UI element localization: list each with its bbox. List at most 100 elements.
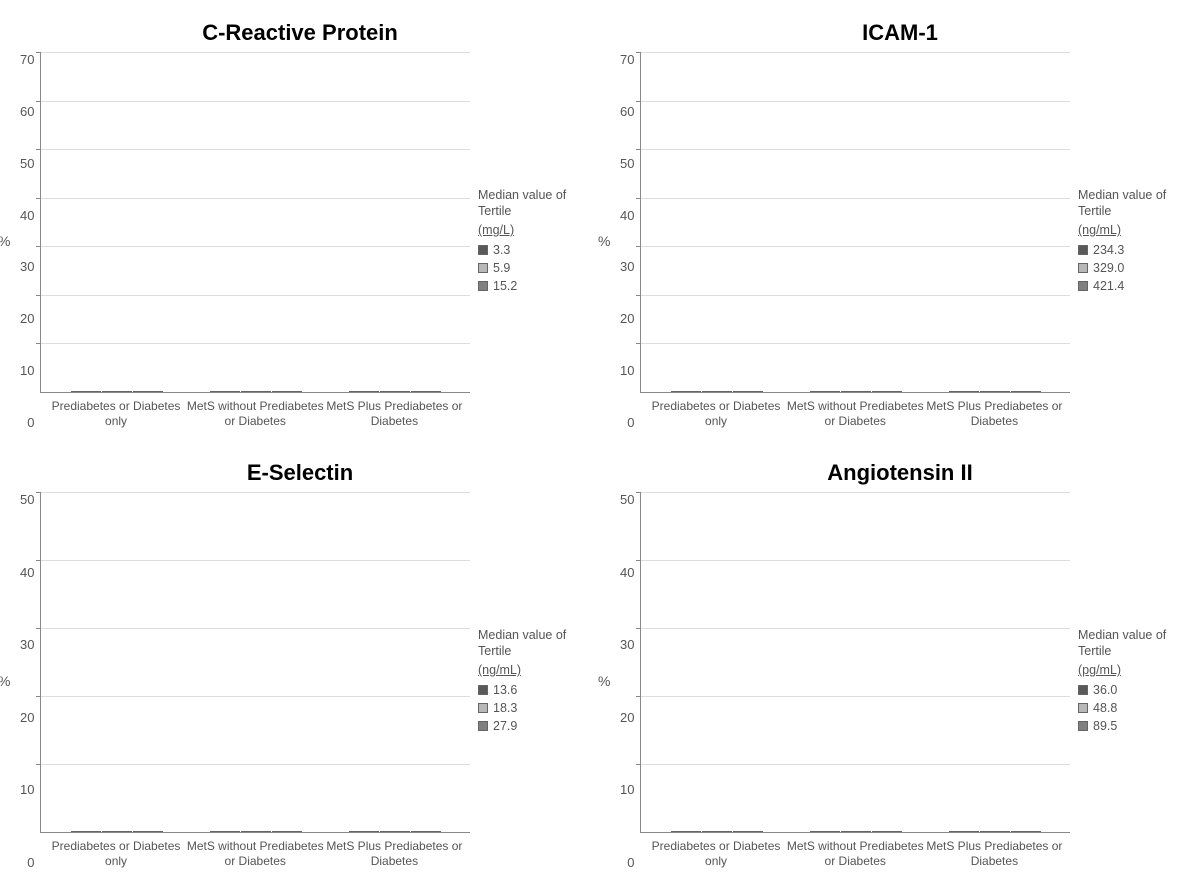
bar bbox=[949, 831, 979, 832]
bar-group bbox=[210, 831, 302, 832]
bar-groups bbox=[641, 492, 1070, 832]
chart-title: Angiotensin II bbox=[620, 460, 1180, 486]
legend: Median value of Tertile(ng/mL)234.3329.0… bbox=[1070, 52, 1180, 430]
y-tick-label: 10 bbox=[20, 782, 34, 797]
y-tick-label: 60 bbox=[620, 104, 634, 119]
legend-unit: (mg/L) bbox=[478, 223, 580, 237]
plot-wrap: Prediabetes or Diabetes onlyMetS without… bbox=[40, 492, 470, 870]
legend-swatch bbox=[478, 281, 488, 291]
legend-swatch bbox=[1078, 703, 1088, 713]
bar-group bbox=[71, 391, 163, 392]
y-axis-label: % bbox=[598, 233, 610, 249]
legend-label: 15.2 bbox=[493, 279, 517, 293]
y-axis-label: % bbox=[598, 673, 610, 689]
y-tick-label: 50 bbox=[20, 156, 34, 171]
bar bbox=[980, 831, 1010, 832]
y-tick-label: 20 bbox=[620, 710, 634, 725]
legend-label: 36.0 bbox=[1093, 683, 1117, 697]
bar-group bbox=[810, 831, 902, 832]
legend-label: 3.3 bbox=[493, 243, 510, 257]
bar bbox=[810, 831, 840, 832]
bar-group bbox=[949, 391, 1041, 392]
chart-title: ICAM-1 bbox=[620, 20, 1180, 46]
bar bbox=[872, 391, 902, 392]
y-tick-label: 60 bbox=[20, 104, 34, 119]
bar bbox=[133, 391, 163, 392]
bar bbox=[810, 391, 840, 392]
bar bbox=[102, 831, 132, 832]
bar bbox=[241, 831, 271, 832]
legend-item: 27.9 bbox=[478, 719, 580, 733]
legend: Median value of Tertile(ng/mL)13.618.327… bbox=[470, 492, 580, 870]
bar bbox=[702, 391, 732, 392]
legend-label: 18.3 bbox=[493, 701, 517, 715]
chart-title: C-Reactive Protein bbox=[20, 20, 580, 46]
bar-groups bbox=[641, 52, 1070, 392]
bar-group bbox=[671, 391, 763, 392]
legend-swatch bbox=[478, 263, 488, 273]
y-tick-label: 50 bbox=[620, 156, 634, 171]
chart-panel: E-Selectin50403020100%Prediabetes or Dia… bbox=[20, 460, 580, 870]
legend-unit: (ng/mL) bbox=[478, 663, 580, 677]
legend-unit: (ng/mL) bbox=[1078, 223, 1180, 237]
y-tick-label: 0 bbox=[627, 415, 634, 430]
legend-label: 27.9 bbox=[493, 719, 517, 733]
bar bbox=[411, 391, 441, 392]
x-tick-label: MetS Plus Prediabetes or Diabetes bbox=[926, 839, 1064, 870]
legend-item: 36.0 bbox=[1078, 683, 1180, 697]
plot-area bbox=[640, 492, 1070, 833]
chart-row: 706050403020100%Prediabetes or Diabetes … bbox=[620, 52, 1180, 430]
bar bbox=[1011, 391, 1041, 392]
legend-item: 89.5 bbox=[1078, 719, 1180, 733]
legend-swatch bbox=[1078, 685, 1088, 695]
plot-area bbox=[40, 492, 470, 833]
x-tick-label: MetS Plus Prediabetes or Diabetes bbox=[926, 399, 1064, 430]
x-tick-label: MetS Plus Prediabetes or Diabetes bbox=[326, 839, 464, 870]
y-tick-label: 20 bbox=[620, 311, 634, 326]
y-axis-label: % bbox=[0, 233, 10, 249]
bar bbox=[272, 831, 302, 832]
bar bbox=[272, 391, 302, 392]
legend: Median value of Tertile(mg/L)3.35.915.2 bbox=[470, 52, 580, 430]
chart-row: 50403020100%Prediabetes or Diabetes only… bbox=[20, 492, 580, 870]
bar-groups bbox=[41, 492, 470, 832]
bar bbox=[411, 831, 441, 832]
chart-grid: C-Reactive Protein 70 60 50403020100%Predia… bbox=[20, 20, 1180, 870]
bar-group bbox=[71, 831, 163, 832]
y-tick-label: 0 bbox=[627, 855, 634, 870]
bar bbox=[241, 391, 271, 392]
y-tick-label: 10 bbox=[20, 363, 34, 378]
x-axis-labels: Prediabetes or Diabetes onlyMetS without… bbox=[40, 393, 470, 430]
legend-swatch bbox=[1078, 721, 1088, 731]
y-tick-label: 30 bbox=[620, 259, 634, 274]
bar bbox=[671, 831, 701, 832]
y-tick-label: 50 bbox=[20, 492, 34, 507]
legend-item: 5.9 bbox=[478, 261, 580, 275]
legend-title: Median value of Tertile bbox=[1078, 627, 1180, 660]
y-tick-label: 30 bbox=[20, 637, 34, 652]
x-tick-label: MetS without Prediabetes or Diabetes bbox=[786, 399, 924, 430]
bar-groups bbox=[41, 52, 470, 392]
x-tick-label: MetS Plus Prediabetes or Diabetes bbox=[326, 399, 464, 430]
x-tick-label: Prediabetes or Diabetes only bbox=[647, 839, 785, 870]
legend-swatch bbox=[1078, 281, 1088, 291]
y-tick-label: 30 bbox=[620, 637, 634, 652]
legend-title: Median value of Tertile bbox=[1078, 187, 1180, 220]
legend-label: 5.9 bbox=[493, 261, 510, 275]
plot-wrap: Prediabetes or Diabetes onlyMetS without… bbox=[640, 492, 1070, 870]
bar bbox=[133, 831, 163, 832]
y-tick-label: 10 bbox=[620, 782, 634, 797]
x-axis-labels: Prediabetes or Diabetes onlyMetS without… bbox=[640, 393, 1070, 430]
bar bbox=[980, 391, 1010, 392]
y-tick-label: 70 bbox=[620, 52, 634, 67]
legend-item: 421.4 bbox=[1078, 279, 1180, 293]
chart-panel: C-Reactive Protein706050403020100%Predia… bbox=[20, 20, 580, 430]
bar bbox=[841, 831, 871, 832]
legend-label: 13.6 bbox=[493, 683, 517, 697]
y-tick-label: 0 bbox=[27, 415, 34, 430]
bar bbox=[102, 391, 132, 392]
bar-group bbox=[810, 391, 902, 392]
legend-item: 3.3 bbox=[478, 243, 580, 257]
bar bbox=[671, 391, 701, 392]
legend-label: 234.3 bbox=[1093, 243, 1124, 257]
